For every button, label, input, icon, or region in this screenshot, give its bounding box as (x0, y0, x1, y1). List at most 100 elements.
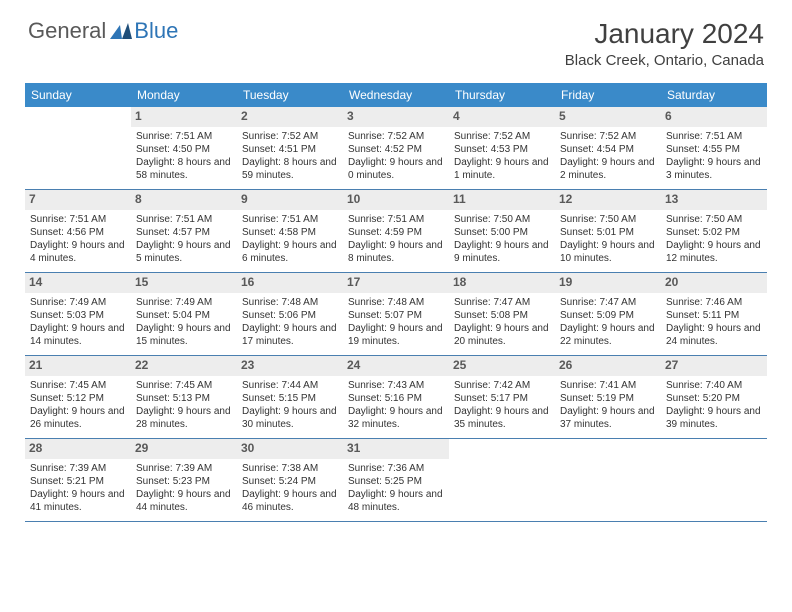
day-number: 27 (661, 356, 767, 376)
sunrise-text: Sunrise: 7:43 AM (348, 379, 444, 392)
daylight-text: Daylight: 9 hours and 1 minute. (454, 156, 550, 182)
daylight-text: Daylight: 9 hours and 37 minutes. (560, 405, 656, 431)
day-cell: 7Sunrise: 7:51 AMSunset: 4:56 PMDaylight… (25, 190, 131, 272)
day-cell: 27Sunrise: 7:40 AMSunset: 5:20 PMDayligh… (661, 356, 767, 438)
daylight-text: Daylight: 9 hours and 30 minutes. (242, 405, 338, 431)
calendar: Sunday Monday Tuesday Wednesday Thursday… (25, 83, 767, 522)
sunrise-text: Sunrise: 7:47 AM (560, 296, 656, 309)
day-cell: 3Sunrise: 7:52 AMSunset: 4:52 PMDaylight… (343, 107, 449, 189)
sunset-text: Sunset: 5:12 PM (30, 392, 126, 405)
daylight-text: Daylight: 9 hours and 5 minutes. (136, 239, 232, 265)
day-number: 10 (343, 190, 449, 210)
sunrise-text: Sunrise: 7:51 AM (242, 213, 338, 226)
sunrise-text: Sunrise: 7:51 AM (30, 213, 126, 226)
day-number: 31 (343, 439, 449, 459)
day-cell: 31Sunrise: 7:36 AMSunset: 5:25 PMDayligh… (343, 439, 449, 521)
sunset-text: Sunset: 4:54 PM (560, 143, 656, 156)
daylight-text: Daylight: 9 hours and 3 minutes. (666, 156, 762, 182)
sunset-text: Sunset: 4:58 PM (242, 226, 338, 239)
day-number: 8 (131, 190, 237, 210)
daylight-text: Daylight: 9 hours and 41 minutes. (30, 488, 126, 514)
location-label: Black Creek, Ontario, Canada (565, 52, 764, 69)
daylight-text: Daylight: 8 hours and 59 minutes. (242, 156, 338, 182)
daylight-text: Daylight: 8 hours and 58 minutes. (136, 156, 232, 182)
sunset-text: Sunset: 5:16 PM (348, 392, 444, 405)
day-number: 14 (25, 273, 131, 293)
sunrise-text: Sunrise: 7:38 AM (242, 462, 338, 475)
sunset-text: Sunset: 5:09 PM (560, 309, 656, 322)
day-cell: 22Sunrise: 7:45 AMSunset: 5:13 PMDayligh… (131, 356, 237, 438)
sunset-text: Sunset: 5:19 PM (560, 392, 656, 405)
week-row: 1Sunrise: 7:51 AMSunset: 4:50 PMDaylight… (25, 107, 767, 190)
day-number: 7 (25, 190, 131, 210)
sunrise-text: Sunrise: 7:39 AM (30, 462, 126, 475)
day-number: 19 (555, 273, 661, 293)
day-cell (449, 439, 555, 521)
logo-text-general: General (28, 18, 106, 44)
dow-tuesday: Tuesday (237, 83, 343, 107)
logo-mark-icon (110, 23, 132, 39)
day-cell: 5Sunrise: 7:52 AMSunset: 4:54 PMDaylight… (555, 107, 661, 189)
day-number: 29 (131, 439, 237, 459)
daylight-text: Daylight: 9 hours and 22 minutes. (560, 322, 656, 348)
daylight-text: Daylight: 9 hours and 39 minutes. (666, 405, 762, 431)
day-cell: 12Sunrise: 7:50 AMSunset: 5:01 PMDayligh… (555, 190, 661, 272)
sunset-text: Sunset: 5:08 PM (454, 309, 550, 322)
sunset-text: Sunset: 5:25 PM (348, 475, 444, 488)
sunset-text: Sunset: 5:07 PM (348, 309, 444, 322)
sunset-text: Sunset: 5:15 PM (242, 392, 338, 405)
title-block: January 2024 Black Creek, Ontario, Canad… (565, 18, 764, 69)
day-cell: 8 Sunrise: 7:51 AMSunset: 4:57 PMDaylight… (131, 190, 237, 272)
day-number: 22 (131, 356, 237, 376)
sunset-text: Sunset: 5:17 PM (454, 392, 550, 405)
sunset-text: Sunset: 5:13 PM (136, 392, 232, 405)
sunrise-text: Sunrise: 7:51 AM (136, 213, 232, 226)
sunrise-text: Sunrise: 7:50 AM (454, 213, 550, 226)
sunset-text: Sunset: 4:57 PM (136, 226, 232, 239)
day-number: 9 (237, 190, 343, 210)
dow-saturday: Saturday (661, 83, 767, 107)
sunrise-text: Sunrise: 7:52 AM (560, 130, 656, 143)
day-number: 18 (449, 273, 555, 293)
week-row: 7Sunrise: 7:51 AMSunset: 4:56 PMDaylight… (25, 190, 767, 273)
sunrise-text: Sunrise: 7:44 AM (242, 379, 338, 392)
sunrise-text: Sunrise: 7:36 AM (348, 462, 444, 475)
daylight-text: Daylight: 9 hours and 44 minutes. (136, 488, 232, 514)
week-row: 21Sunrise: 7:45 AMSunset: 5:12 PMDayligh… (25, 356, 767, 439)
sunrise-text: Sunrise: 7:51 AM (666, 130, 762, 143)
sunrise-text: Sunrise: 7:49 AM (136, 296, 232, 309)
sunrise-text: Sunrise: 7:39 AM (136, 462, 232, 475)
daylight-text: Daylight: 9 hours and 4 minutes. (30, 239, 126, 265)
day-cell: 18Sunrise: 7:47 AMSunset: 5:08 PMDayligh… (449, 273, 555, 355)
sunset-text: Sunset: 5:00 PM (454, 226, 550, 239)
sunrise-text: Sunrise: 7:50 AM (666, 213, 762, 226)
daylight-text: Daylight: 9 hours and 35 minutes. (454, 405, 550, 431)
day-cell: 13Sunrise: 7:50 AMSunset: 5:02 PMDayligh… (661, 190, 767, 272)
sunrise-text: Sunrise: 7:52 AM (242, 130, 338, 143)
sunset-text: Sunset: 5:23 PM (136, 475, 232, 488)
week-row: 14Sunrise: 7:49 AMSunset: 5:03 PMDayligh… (25, 273, 767, 356)
sunset-text: Sunset: 5:11 PM (666, 309, 762, 322)
sunset-text: Sunset: 5:06 PM (242, 309, 338, 322)
sunset-text: Sunset: 4:53 PM (454, 143, 550, 156)
sunset-text: Sunset: 4:59 PM (348, 226, 444, 239)
week-row: 28Sunrise: 7:39 AMSunset: 5:21 PMDayligh… (25, 439, 767, 522)
day-cell (25, 107, 131, 189)
day-cell: 26Sunrise: 7:41 AMSunset: 5:19 PMDayligh… (555, 356, 661, 438)
day-number: 15 (131, 273, 237, 293)
daylight-text: Daylight: 9 hours and 17 minutes. (242, 322, 338, 348)
day-cell: 15Sunrise: 7:49 AMSunset: 5:04 PMDayligh… (131, 273, 237, 355)
dow-wednesday: Wednesday (343, 83, 449, 107)
day-number: 5 (555, 107, 661, 127)
sunrise-text: Sunrise: 7:41 AM (560, 379, 656, 392)
dow-thursday: Thursday (449, 83, 555, 107)
day-number: 24 (343, 356, 449, 376)
sunrise-text: Sunrise: 7:48 AM (242, 296, 338, 309)
daylight-text: Daylight: 9 hours and 14 minutes. (30, 322, 126, 348)
day-number: 6 (661, 107, 767, 127)
day-cell: 25Sunrise: 7:42 AMSunset: 5:17 PMDayligh… (449, 356, 555, 438)
dow-monday: Monday (131, 83, 237, 107)
day-cell (661, 439, 767, 521)
sunrise-text: Sunrise: 7:48 AM (348, 296, 444, 309)
day-cell: 30Sunrise: 7:38 AMSunset: 5:24 PMDayligh… (237, 439, 343, 521)
